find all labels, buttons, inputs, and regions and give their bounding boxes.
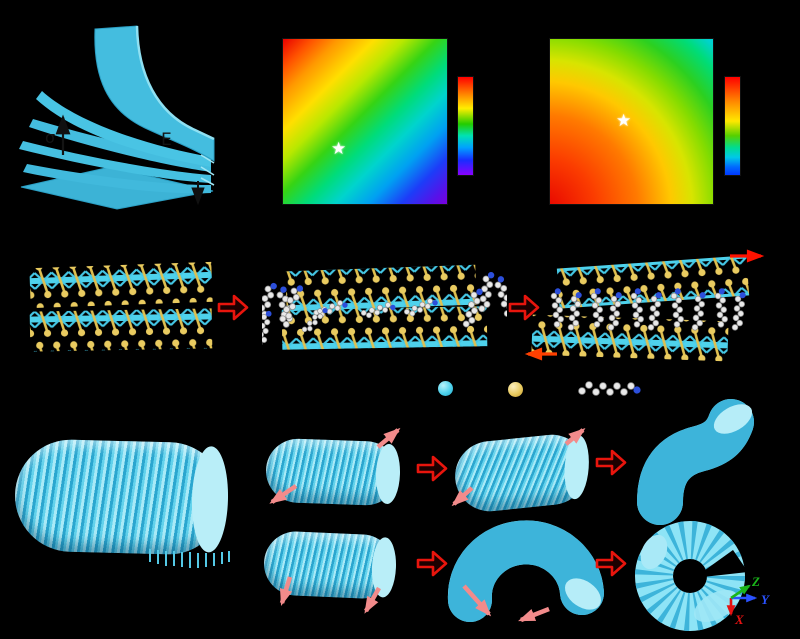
legend-yellow-atom-icon (508, 382, 523, 397)
modulus-e-label: E (161, 130, 172, 150)
arch-endcap (564, 578, 602, 610)
process-arrow-4 (595, 449, 627, 476)
endcap (374, 443, 402, 505)
spiral-core-hole (682, 567, 706, 591)
process-arrow-6 (595, 550, 627, 577)
z-axis-label: Z (751, 574, 760, 589)
endcap (370, 536, 398, 598)
nanoscroll-shear-start (264, 437, 402, 507)
z-axis-arrow (730, 584, 751, 600)
force-arrow-down-left-3 (518, 606, 550, 623)
optimum-star-right: ★ (616, 111, 632, 131)
curved-sheet-mid (36, 91, 211, 167)
sheet-edge-highlight (135, 25, 215, 141)
fanned-sheet-2 (19, 141, 211, 183)
layer-bottom (281, 306, 488, 350)
bending-sheets-illustration: σ E (19, 25, 215, 210)
strain-map-radial: ★ (549, 38, 714, 205)
large-nanoscroll-endcap (190, 445, 230, 553)
elbow-endcap (713, 404, 753, 434)
nanoscroll-elbow (637, 399, 754, 525)
fanned-sheet-3 (23, 164, 211, 194)
crystal-layers-pristine (29, 261, 213, 352)
legend-cyan-atom-icon (438, 381, 453, 396)
nanoscroll-bend-start (262, 530, 398, 600)
endcap (562, 434, 591, 500)
crystal-layers-intercalated (531, 255, 750, 362)
large-nanoscroll (13, 438, 230, 556)
spiral-seam (694, 550, 748, 578)
crystal-layers-intercalating (262, 264, 507, 350)
sheet-edge-lines (200, 154, 215, 186)
optimum-star-left: ★ (331, 139, 347, 159)
layer-top (285, 264, 477, 312)
strain-map-diagonal: ★ (282, 38, 448, 205)
x-axis-label: X (734, 612, 744, 627)
layer-bottom (29, 308, 213, 352)
nanoscroll-arch (447, 520, 604, 622)
process-arrow-3 (416, 455, 448, 482)
spiral-light-band (693, 589, 739, 623)
layer-top (29, 261, 213, 309)
legend-molecule-icon (578, 381, 641, 396)
spiral-endface (640, 534, 668, 570)
axes-indicator: X Y Z (726, 574, 770, 627)
nanoscroll-twisted (451, 431, 591, 515)
stress-sigma-label: σ (45, 128, 55, 147)
process-arrow-5 (416, 550, 448, 577)
force-arrow-down-right (462, 584, 492, 617)
colorbar-left (457, 76, 474, 176)
colorbar-right (724, 76, 741, 176)
y-axis-label: Y (761, 592, 770, 607)
nanoscroll-spiral (635, 521, 748, 631)
fanned-sheet-1 (29, 119, 211, 172)
